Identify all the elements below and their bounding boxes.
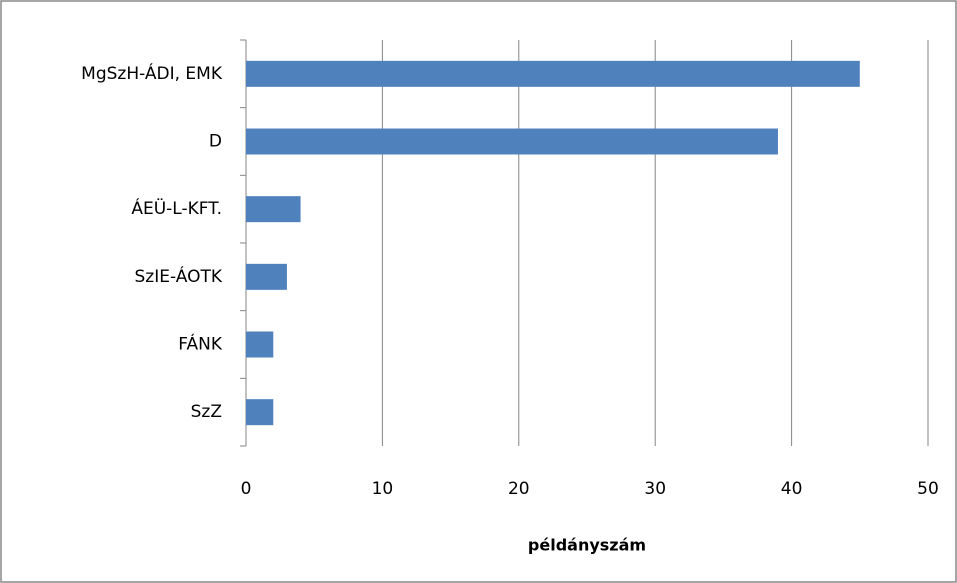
bar (246, 263, 287, 290)
bar (246, 128, 778, 155)
y-tick-label: ÁEÜ-L-KFT. (131, 197, 222, 219)
bar (246, 196, 301, 223)
y-tick-label: MgSzH-ÁDI, EMK (81, 62, 223, 84)
x-tick-label: 40 (781, 479, 803, 499)
x-tick-label: 50 (917, 479, 939, 499)
x-tick-label: 30 (644, 479, 666, 499)
x-tick-label: 0 (241, 479, 252, 499)
x-tick-label: 20 (508, 479, 530, 499)
bar (246, 399, 274, 426)
y-tick-label: SzIE-ÁOTK (135, 265, 223, 287)
x-axis-title: példányszám (528, 536, 646, 555)
y-tick-label: FÁNK (178, 333, 223, 355)
bar (246, 60, 860, 87)
bar (246, 331, 274, 358)
y-tick-label: D (209, 132, 222, 152)
y-tick-label: SzZ (191, 402, 222, 422)
x-tick-label: 10 (372, 479, 394, 499)
